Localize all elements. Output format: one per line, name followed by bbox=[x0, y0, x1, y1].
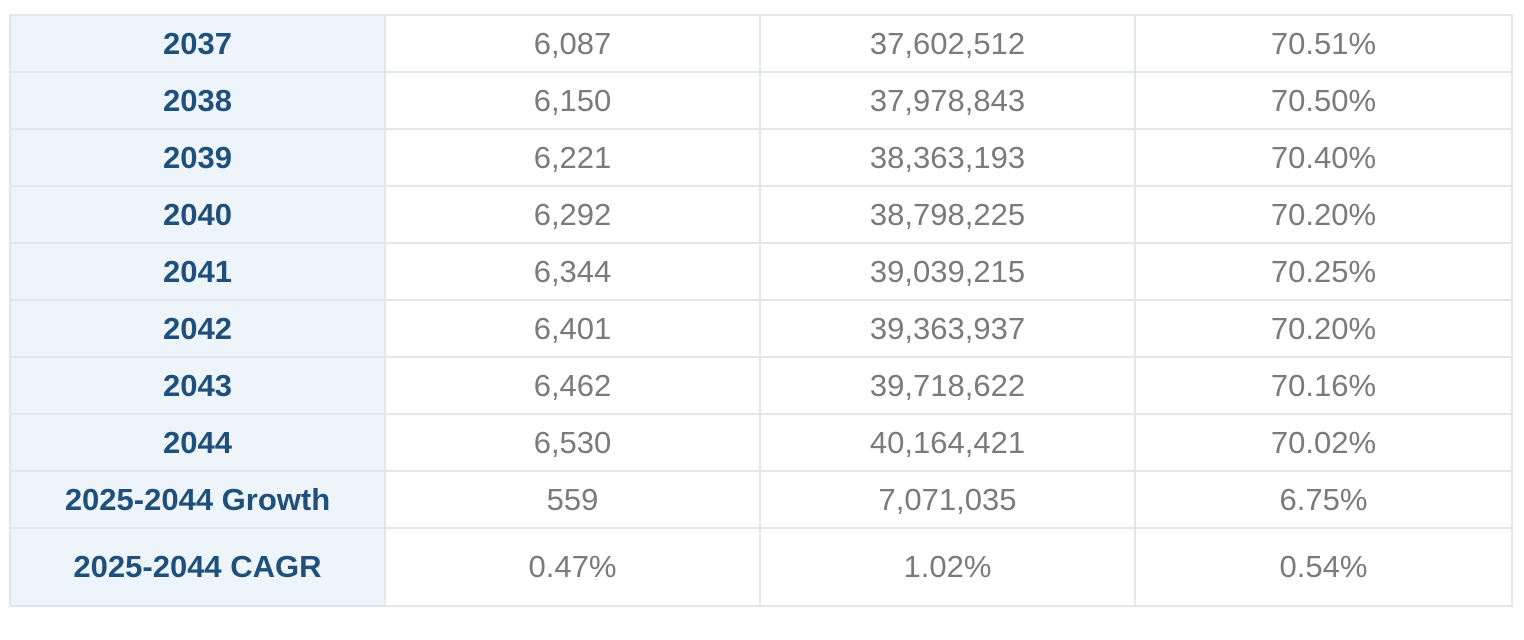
table-cell: 6,292 bbox=[384, 185, 761, 244]
growth-label-cell: 2025-2044 Growth bbox=[9, 470, 386, 529]
table-row: 2042 6,401 39,363,937 70.20% bbox=[9, 299, 1513, 358]
cagr-label-cell: 2025-2044 CAGR bbox=[9, 527, 386, 607]
table-row: 2043 6,462 39,718,622 70.16% bbox=[9, 356, 1513, 415]
table-cell: 6,401 bbox=[384, 299, 761, 358]
row-year-cell: 2042 bbox=[9, 299, 386, 358]
table-cell: 0.47% bbox=[384, 527, 761, 607]
table-row: 2038 6,150 37,978,843 70.50% bbox=[9, 71, 1513, 130]
table-cell: 70.20% bbox=[1134, 185, 1513, 244]
table-cell: 70.16% bbox=[1134, 356, 1513, 415]
table-cell: 6,344 bbox=[384, 242, 761, 301]
table-row: 2037 6,087 37,602,512 70.51% bbox=[9, 14, 1513, 73]
table-cell: 37,978,843 bbox=[759, 71, 1136, 130]
table-cell: 70.25% bbox=[1134, 242, 1513, 301]
row-year-cell: 2039 bbox=[9, 128, 386, 187]
table-cell: 39,363,937 bbox=[759, 299, 1136, 358]
table-cell: 6,221 bbox=[384, 128, 761, 187]
table-cell: 7,071,035 bbox=[759, 470, 1136, 529]
table-cell: 6,087 bbox=[384, 14, 761, 73]
table-cell: 6,150 bbox=[384, 71, 761, 130]
table-cell: 38,798,225 bbox=[759, 185, 1136, 244]
table-row: 2040 6,292 38,798,225 70.20% bbox=[9, 185, 1513, 244]
table-row: 2039 6,221 38,363,193 70.40% bbox=[9, 128, 1513, 187]
table-cell: 40,164,421 bbox=[759, 413, 1136, 472]
data-table-container: 2037 6,087 37,602,512 70.51% 2038 6,150 … bbox=[9, 14, 1513, 607]
row-year-cell: 2040 bbox=[9, 185, 386, 244]
table-cell: 6,530 bbox=[384, 413, 761, 472]
table-cell: 39,718,622 bbox=[759, 356, 1136, 415]
table-cell: 38,363,193 bbox=[759, 128, 1136, 187]
table-cell: 70.20% bbox=[1134, 299, 1513, 358]
table-row: 2041 6,344 39,039,215 70.25% bbox=[9, 242, 1513, 301]
table-cell: 559 bbox=[384, 470, 761, 529]
table-cell: 70.51% bbox=[1134, 14, 1513, 73]
table-cell: 70.50% bbox=[1134, 71, 1513, 130]
table-row: 2044 6,530 40,164,421 70.02% bbox=[9, 413, 1513, 472]
row-year-cell: 2037 bbox=[9, 14, 386, 73]
row-year-cell: 2041 bbox=[9, 242, 386, 301]
table-cell: 39,039,215 bbox=[759, 242, 1136, 301]
table-cell: 0.54% bbox=[1134, 527, 1513, 607]
row-year-cell: 2038 bbox=[9, 71, 386, 130]
data-table: 2037 6,087 37,602,512 70.51% 2038 6,150 … bbox=[9, 14, 1513, 607]
table-cell: 70.02% bbox=[1134, 413, 1513, 472]
table-cell: 37,602,512 bbox=[759, 14, 1136, 73]
table-cell: 6,462 bbox=[384, 356, 761, 415]
row-year-cell: 2043 bbox=[9, 356, 386, 415]
table-cell: 70.40% bbox=[1134, 128, 1513, 187]
table-cell: 1.02% bbox=[759, 527, 1136, 607]
table-row-cagr: 2025-2044 CAGR 0.47% 1.02% 0.54% bbox=[9, 527, 1513, 607]
table-row-growth: 2025-2044 Growth 559 7,071,035 6.75% bbox=[9, 470, 1513, 529]
table-cell: 6.75% bbox=[1134, 470, 1513, 529]
row-year-cell: 2044 bbox=[9, 413, 386, 472]
